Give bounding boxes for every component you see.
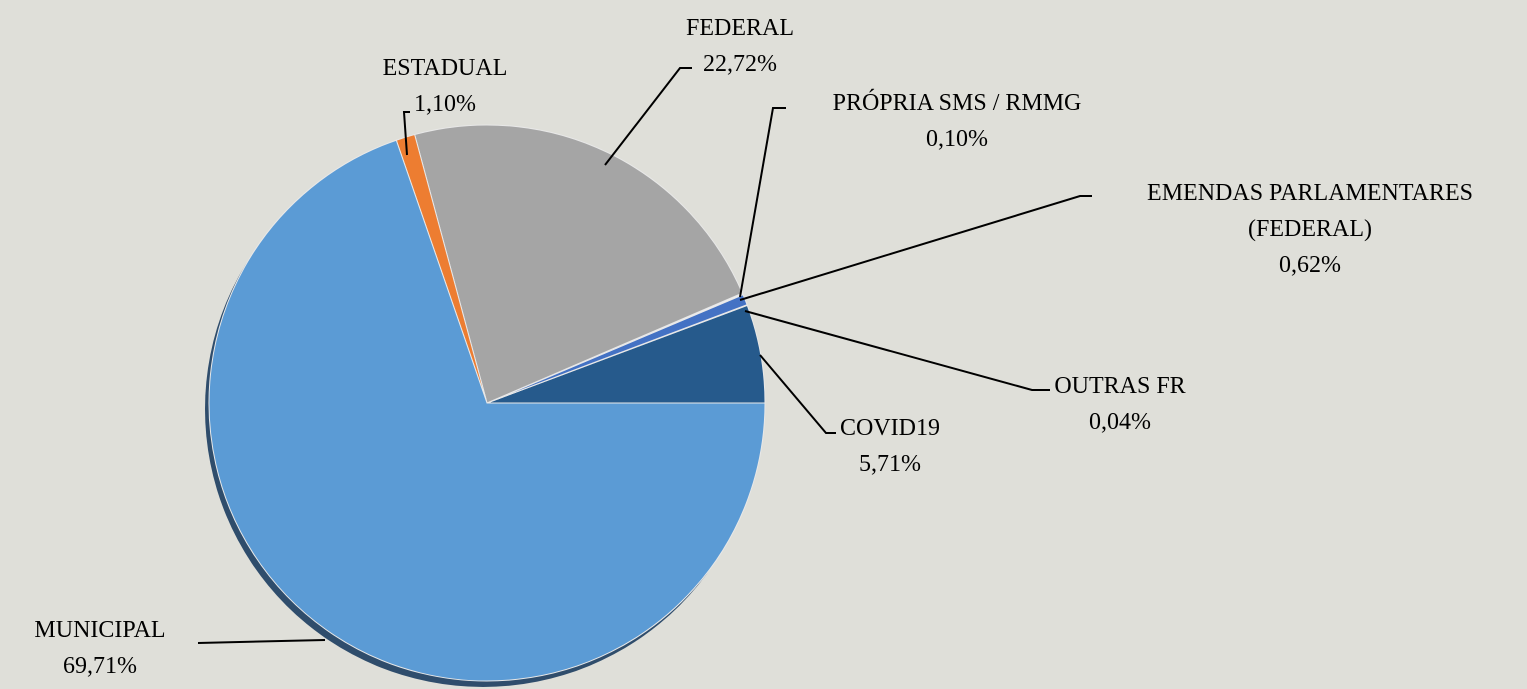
label-name: FEDERAL xyxy=(686,15,794,41)
data-label: OUTRAS FR 0,04% xyxy=(1054,368,1185,440)
leader-line xyxy=(604,67,692,166)
label-value: 22,72% xyxy=(703,51,777,77)
data-label: PRÓPRIA SMS / RMMG 0,10% xyxy=(833,85,1082,157)
label-value: 0,62% xyxy=(1279,252,1341,278)
label-name: OUTRAS FR xyxy=(1054,373,1186,399)
label-name: PRÓPRIA SMS / RMMG xyxy=(832,90,1082,116)
label-name: COVID19 xyxy=(840,415,940,441)
leader-line xyxy=(197,639,326,644)
pie-slice xyxy=(414,124,744,404)
label-name: ESTADUAL xyxy=(382,55,508,81)
label-value: 5,71% xyxy=(859,451,921,477)
data-label: EMENDAS PARLAMENTARES (FEDERAL) 0,62% xyxy=(1110,175,1510,283)
data-label: ESTADUAL 1,10% xyxy=(383,50,508,122)
leader-line xyxy=(402,111,410,156)
label-value: 0,04% xyxy=(1089,409,1151,435)
label-value: 1,10% xyxy=(413,91,476,117)
data-label: FEDERAL 22,72% xyxy=(686,10,794,82)
label-name: EMENDAS PARLAMENTARES (FEDERAL) xyxy=(1147,180,1473,242)
data-label: COVID19 5,71% xyxy=(840,410,940,482)
data-label: MUNICIPAL 69,71% xyxy=(34,612,165,684)
label-value: 0,10% xyxy=(925,126,988,152)
label-value: 69,71% xyxy=(62,653,137,679)
leader-line xyxy=(759,354,836,434)
leader-line xyxy=(739,107,786,298)
pie-slice xyxy=(208,139,766,682)
leader-line xyxy=(739,195,1092,301)
label-name: MUNICIPAL xyxy=(34,617,166,643)
leader-line xyxy=(744,310,1050,391)
